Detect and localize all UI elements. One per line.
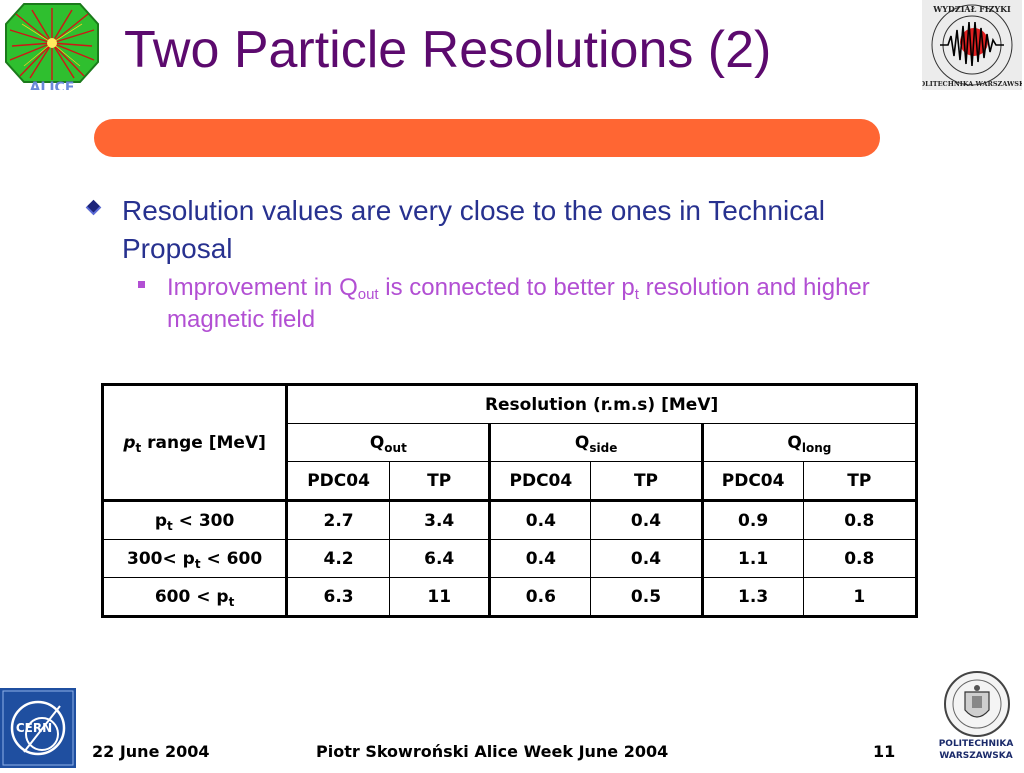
bullet-main-text: Resolution values are very close to the … — [122, 195, 825, 264]
table-cell: 3.4 — [388, 500, 492, 540]
q-side-header: Qside — [489, 423, 704, 462]
q-out-header: Qout — [286, 423, 492, 462]
table-row: 300< pt < 600 4.2 6.4 0.4 0.4 1.1 0.8 — [100, 539, 918, 578]
row-label: 600 < pt — [100, 577, 289, 618]
subheader-cell: PDC04 — [489, 461, 592, 502]
table-header-row: pt range [MeV] Resolution (r.m.s) [MeV] — [100, 383, 918, 502]
row-label: pt < 300 — [100, 500, 289, 540]
slide-title: Two Particle Resolutions (2) — [124, 21, 772, 79]
politechnika-warszawska-logo — [932, 668, 1022, 768]
resolution-group-header: Resolution (r.m.s) [MeV] — [286, 383, 918, 424]
subheader-cell: PDC04 — [286, 461, 390, 502]
alice-logo-text: ALICE — [30, 80, 75, 90]
table-cell: 4.2 — [286, 539, 390, 578]
table-cell: 0.6 — [489, 577, 592, 618]
table-cell: 6.3 — [286, 577, 390, 618]
cern-logo: CERN — [0, 688, 76, 768]
square-bullet-icon — [138, 281, 145, 288]
table-row: 600 < pt 6.3 11 0.6 0.5 1.3 1 — [100, 577, 918, 618]
table-cell: 1.1 — [701, 539, 804, 578]
table-cell: 0.5 — [590, 577, 704, 618]
table-cell: 0.4 — [590, 500, 704, 540]
table-cell: 0.9 — [701, 500, 804, 540]
table-cell: 0.4 — [489, 500, 592, 540]
table-cell: 0.4 — [489, 539, 592, 578]
footer-page-number: 11 — [873, 742, 896, 761]
title-underline-bar — [94, 119, 880, 157]
subheader-cell: TP — [388, 461, 492, 502]
subheader-cell: PDC04 — [701, 461, 804, 502]
table-cell: 0.4 — [590, 539, 704, 578]
faculty-of-physics-logo: WYDZIAŁ FIZYKI POLITECHNIKA WARSZAWSKA — [915, 0, 1024, 90]
politechnika-warszawska-text: POLITECHNIKA WARSZAWSKA — [938, 739, 1014, 761]
table-cell: 1.3 — [701, 577, 804, 618]
table-cell: 1 — [802, 577, 918, 618]
table-cell: 11 — [388, 577, 492, 618]
table-q-header-row: Qout Qside Qlong — [103, 423, 919, 462]
cern-logo-text: CERN — [16, 721, 52, 735]
subheader-cell: TP — [802, 461, 918, 502]
svg-text:WYDZIAŁ FIZYKI: WYDZIAŁ FIZYKI — [932, 4, 1011, 14]
table-cell: 0.8 — [802, 539, 918, 578]
table-row: pt < 300 2.7 3.4 0.4 0.4 0.9 0.8 — [100, 500, 918, 540]
subheader-cell: TP — [590, 461, 704, 502]
table-cell: 2.7 — [286, 500, 390, 540]
footer-author: Piotr Skowroński Alice Week June 2004 — [316, 742, 669, 761]
footer-date: 22 June 2004 — [92, 742, 210, 761]
table-subheader-row: PDC04 TP PDC04 TP PDC04 TP — [103, 461, 918, 502]
table-cell: 6.4 — [388, 539, 492, 578]
diamond-bullet-icon — [85, 199, 102, 216]
pt-range-header: pt range [MeV] — [100, 383, 289, 502]
table-cell: 0.8 — [802, 500, 918, 540]
bullet-sub-text: Improvement in Qout is connected to bett… — [167, 274, 870, 333]
row-label: 300< pt < 600 — [100, 539, 289, 578]
svg-text:POLITECHNIKA WARSZAWSKA: POLITECHNIKA WARSZAWSKA — [922, 80, 1022, 88]
alice-logo: ALICE — [2, 0, 102, 96]
q-long-header: Qlong — [701, 423, 919, 462]
resolution-table: pt range [MeV] Resolution (r.m.s) [MeV] … — [100, 383, 919, 618]
